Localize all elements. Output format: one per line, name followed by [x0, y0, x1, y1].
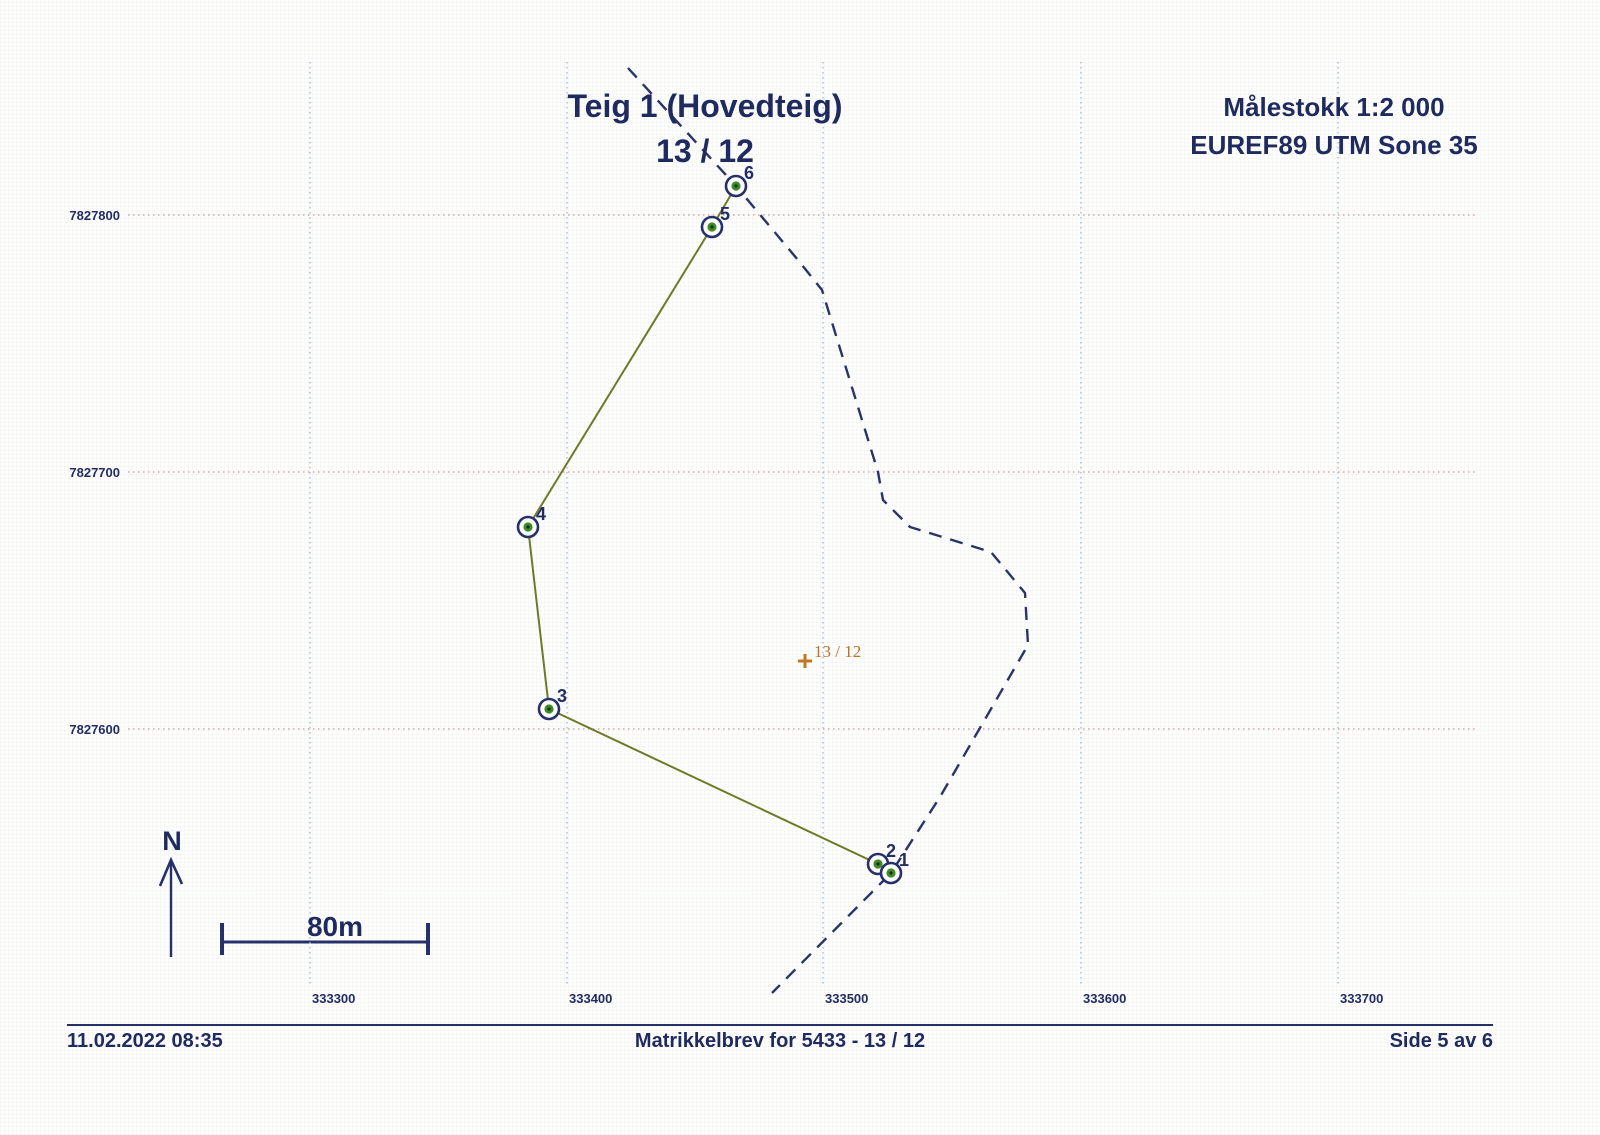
scale-bar-label: 80m	[306, 911, 364, 942]
boundary-point-number: 1	[899, 850, 909, 870]
x-axis-label: 333500	[825, 991, 868, 1006]
parcel-number-label: 13 / 12	[814, 642, 861, 661]
map-info: Målestokk 1:2 000 EUREF89 UTM Sone 35	[1084, 88, 1584, 164]
footer-datetime: 11.02.2022 08:35	[67, 1030, 223, 1052]
map-crs-text: EUREF89 UTM Sone 35	[1190, 130, 1478, 160]
footer-document-title: Matrikkelbrev for 5433 - 13 / 12	[634, 1030, 926, 1052]
map-title: Teig 1 (Hovedteig) 13 / 12	[420, 84, 990, 174]
map-scale-text: Målestokk 1:2 000	[1223, 92, 1445, 122]
north-arrow-head	[158, 856, 184, 887]
boundary-point-center-dot	[547, 707, 551, 711]
map-title-line1: Teig 1 (Hovedteig)	[567, 88, 843, 124]
surveyed-boundary-line	[526, 185, 892, 874]
y-axis-label: 7827700	[69, 465, 120, 480]
boundary-point-number: 2	[886, 841, 896, 861]
north-arrow	[158, 856, 184, 957]
boundary-point-center-dot	[526, 525, 530, 529]
y-axis-label: 7827600	[69, 722, 120, 737]
boundary-point-number: 4	[536, 504, 546, 524]
x-axis-label: 333300	[312, 991, 355, 1006]
footer-divider	[67, 1024, 1493, 1026]
boundary-point-center-dot	[710, 225, 714, 229]
boundary-point-center-dot	[889, 871, 893, 875]
footer-page-info: Side 5 av 6	[1389, 1030, 1493, 1052]
x-axis-label: 333700	[1340, 991, 1383, 1006]
map-title-parcel-number: 13 / 12	[656, 133, 754, 169]
x-axis-label: 333400	[569, 991, 612, 1006]
y-axis-label: 7827800	[69, 208, 120, 223]
scale-bar	[220, 923, 430, 955]
boundary-point-number: 6	[744, 163, 754, 183]
boundary-point-number: 5	[720, 204, 730, 224]
boundary-point-center-dot	[876, 862, 880, 866]
x-axis-label: 333600	[1083, 991, 1126, 1006]
outer-boundary-dashed-line	[627, 67, 1030, 994]
boundary-point-number: 3	[557, 686, 567, 706]
north-arrow-label: N	[162, 826, 182, 856]
boundary-point-center-dot	[734, 184, 738, 188]
